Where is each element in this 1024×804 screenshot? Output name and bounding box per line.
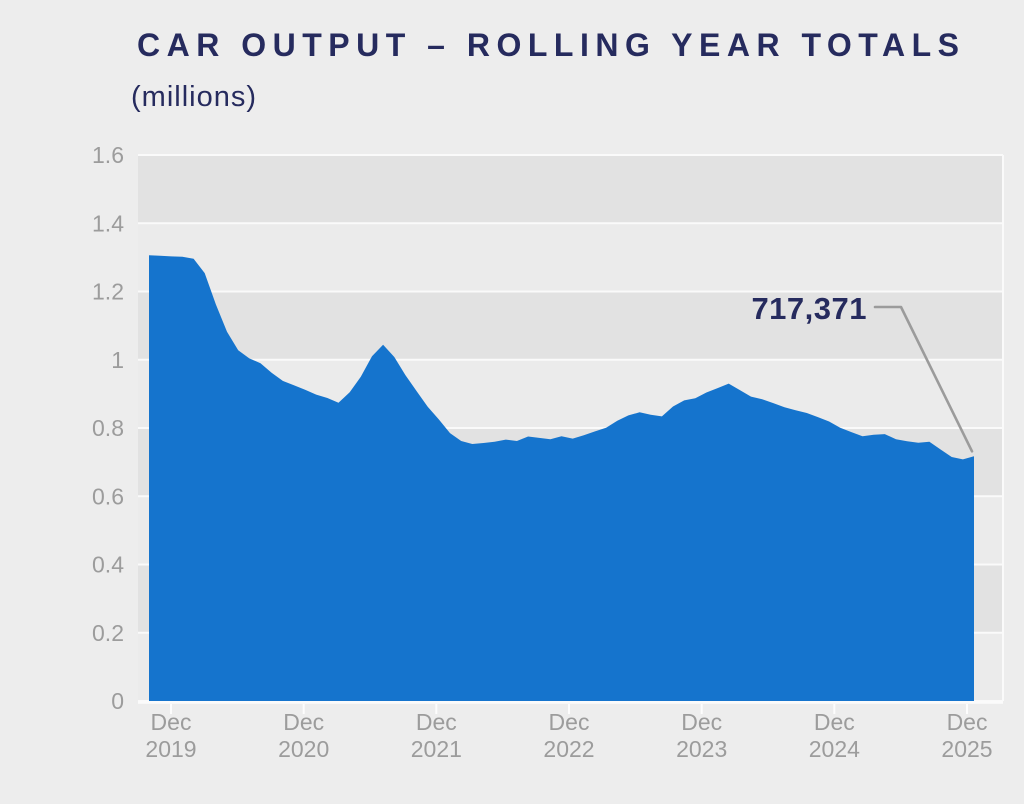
y-tick-label: 0.6 bbox=[92, 483, 124, 509]
annotation-leader-line bbox=[873, 305, 974, 453]
x-tick-label: Dec 2021 bbox=[411, 709, 462, 762]
y-tick-label: 0.4 bbox=[92, 552, 124, 578]
area-series bbox=[149, 255, 974, 702]
x-tick-label: Dec 2024 bbox=[809, 709, 860, 762]
y-tick-label: 0 bbox=[111, 688, 124, 714]
x-tick-label: Dec 2023 bbox=[676, 709, 727, 762]
x-tick-label: Dec 2022 bbox=[543, 709, 594, 762]
chart-title: CAR OUTPUT – ROLLING YEAR TOTALS bbox=[137, 27, 966, 63]
y-tick-label: 1.4 bbox=[92, 210, 124, 236]
y-tick-label: 1.6 bbox=[92, 142, 124, 168]
x-tick-label: Dec 2020 bbox=[278, 709, 329, 762]
plot-band bbox=[138, 223, 1003, 292]
y-tick-label: 0.8 bbox=[92, 415, 124, 441]
x-tick-label: Dec 2019 bbox=[145, 709, 196, 762]
plot-band bbox=[138, 291, 1003, 360]
y-tick-label: 1 bbox=[111, 347, 124, 373]
annotation-value: 717,371 bbox=[751, 291, 867, 326]
y-tick-label: 1.2 bbox=[92, 279, 124, 305]
chart-subtitle: (millions) bbox=[131, 81, 257, 113]
plot-band bbox=[138, 155, 1003, 224]
x-tick-label: Dec 2025 bbox=[941, 709, 992, 762]
y-tick-label: 0.2 bbox=[92, 620, 124, 646]
